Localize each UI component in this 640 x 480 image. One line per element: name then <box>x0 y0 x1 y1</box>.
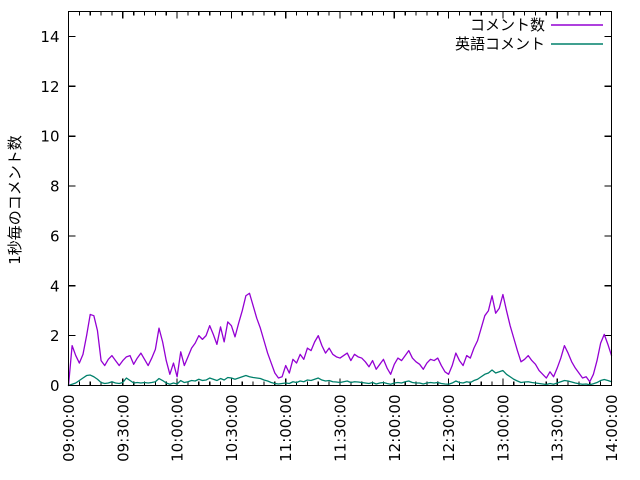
legend-label-1: コメント数 <box>470 16 545 34</box>
x-tick-label: 12:30:00 <box>440 395 458 462</box>
plot-frame <box>67 10 613 387</box>
y-tick-label: 8 <box>50 178 60 196</box>
x-tick-label: 14:00:00 <box>603 395 621 462</box>
x-tick-label: 13:00:00 <box>494 395 512 462</box>
x-tick-label: 11:00:00 <box>277 395 295 462</box>
x-tick-label: 12:00:00 <box>386 395 404 462</box>
y-tick-label: 2 <box>50 327 60 345</box>
y-tick-label: 4 <box>50 277 60 295</box>
legend-label-2: 英語コメント <box>455 35 545 53</box>
x-tick-label: 09:00:00 <box>60 395 78 462</box>
x-tick-label: 09:30:00 <box>114 395 132 462</box>
series-group <box>67 292 613 387</box>
y-tick-label: 12 <box>40 78 59 96</box>
series-line-1 <box>67 292 613 387</box>
y-tick-label: 0 <box>50 377 60 395</box>
x-tick-label: 13:30:00 <box>549 395 567 462</box>
y-tick-label: 10 <box>40 128 59 146</box>
y-axis-ticks: 0 2 4 6 8 10 12 14 <box>40 28 612 395</box>
series-line-2 <box>67 369 613 387</box>
y-tick-label: 14 <box>40 28 59 46</box>
y-axis-title: 1秒毎のコメント数 <box>6 135 24 265</box>
y-tick-label: 6 <box>50 227 60 245</box>
x-tick-label: 11:30:00 <box>332 395 350 462</box>
x-tick-label: 10:30:00 <box>223 395 241 462</box>
x-tick-label: 10:00:00 <box>169 395 187 462</box>
